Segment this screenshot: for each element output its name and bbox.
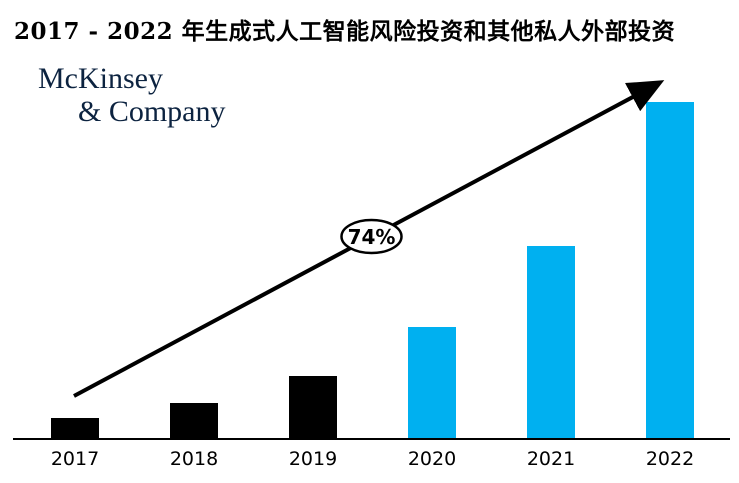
x-axis-label-2019: 2019 <box>288 448 338 470</box>
bar-2019 <box>289 376 337 438</box>
x-axis-label-2022: 2022 <box>645 448 695 470</box>
percent-badge-oval <box>340 218 403 255</box>
bar-2020 <box>408 327 456 438</box>
bar-2018 <box>170 403 218 438</box>
percent-badge-label: 74% <box>348 225 396 249</box>
logo-line-1: McKinsey <box>38 62 163 95</box>
x-axis-label-2021: 2021 <box>526 448 576 470</box>
bar-2022 <box>646 102 694 438</box>
mckinsey-logo: McKinsey & Company <box>38 62 226 128</box>
x-axis-label-2017: 2017 <box>50 448 100 470</box>
x-axis-line <box>13 438 730 440</box>
bar-2021 <box>527 246 575 438</box>
x-axis-label-2018: 2018 <box>169 448 219 470</box>
logo-line-2: & Company <box>78 95 226 128</box>
x-axis-label-2020: 2020 <box>407 448 457 470</box>
bar-2017 <box>51 418 99 438</box>
chart-title: 2017 - 2022 年生成式人工智能风险投资和其他私人外部投资 <box>14 18 676 45</box>
